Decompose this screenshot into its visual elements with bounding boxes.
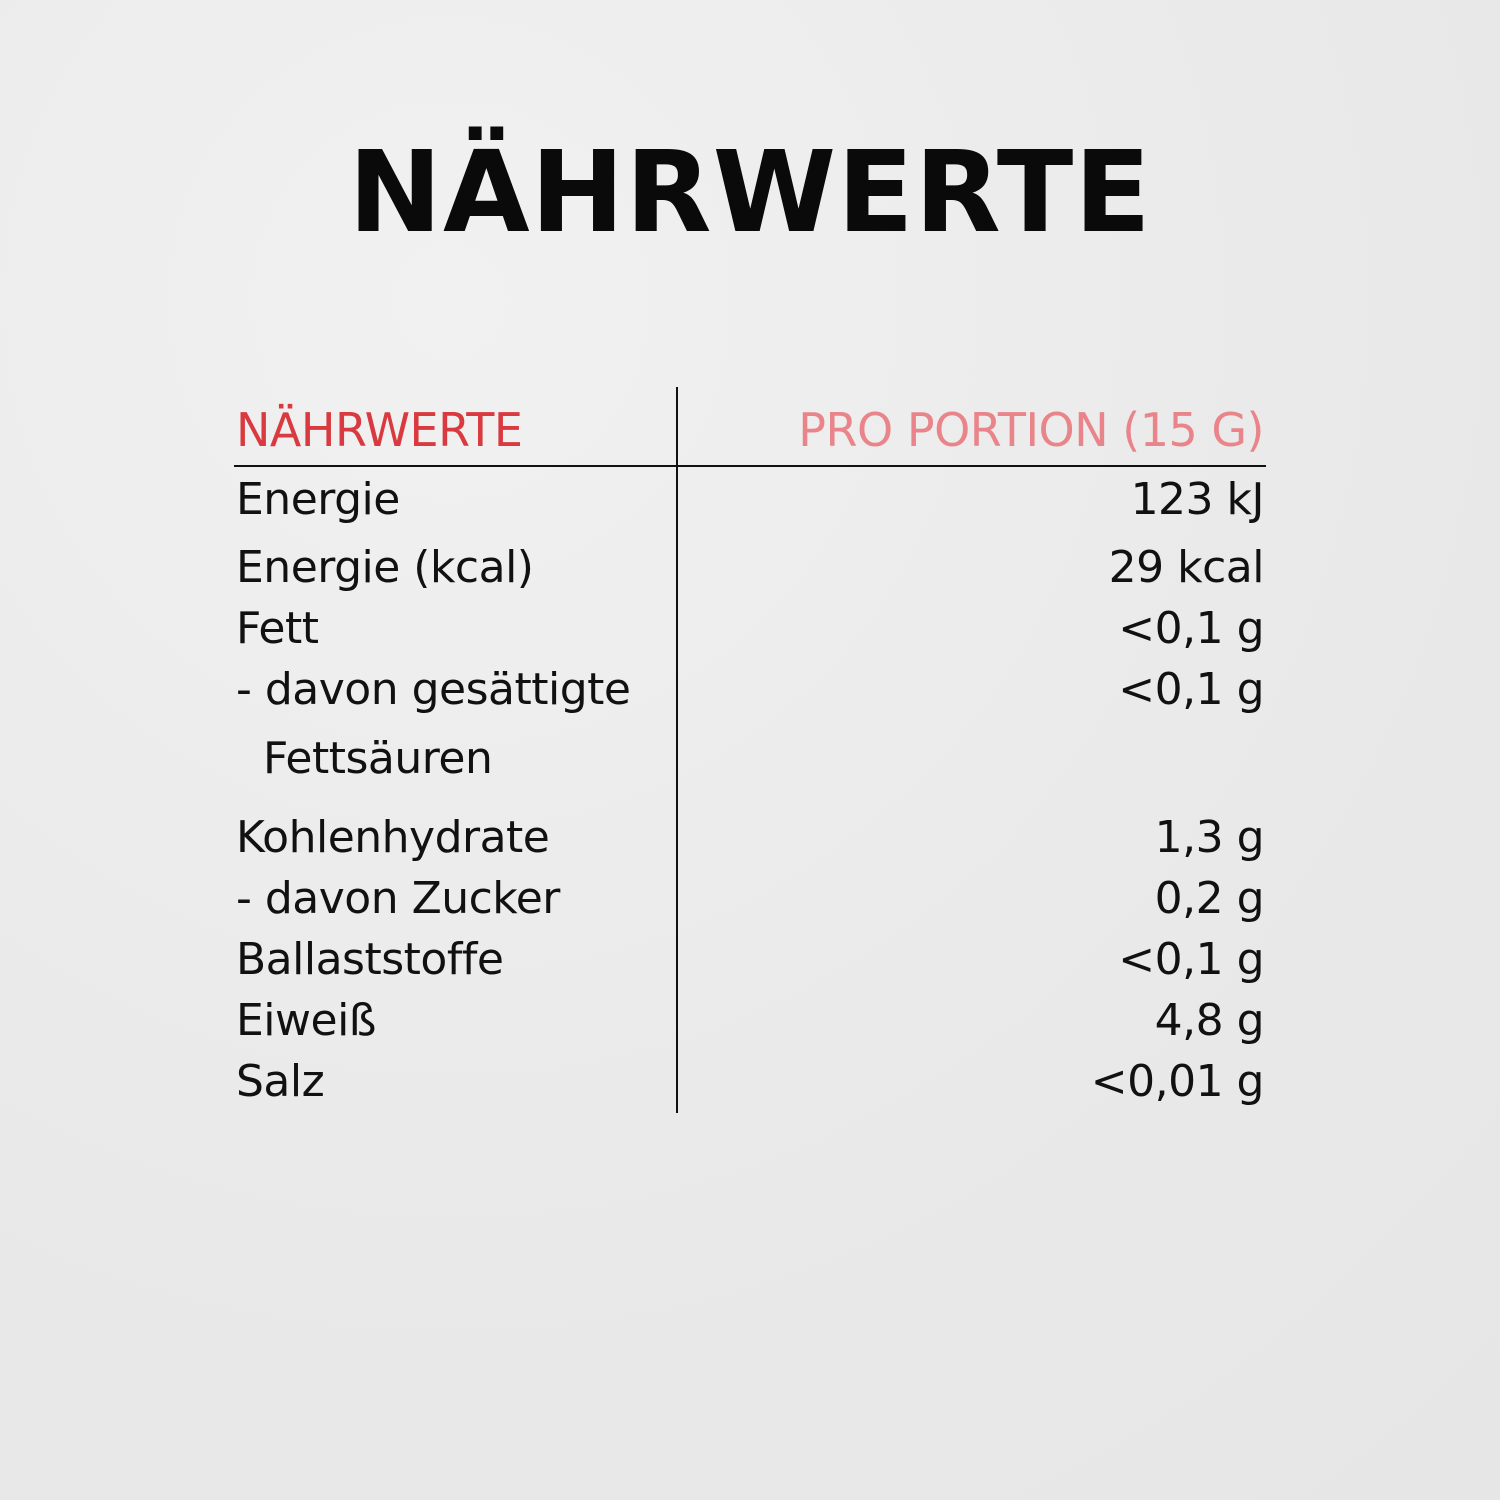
row-value: <0,1 g xyxy=(1118,664,1264,715)
header-value: PRO PORTION (15 G) xyxy=(798,403,1264,457)
row-value: 123 kJ xyxy=(1130,474,1265,525)
row-label: - davon gesättigte xyxy=(236,664,631,715)
row-label: Energie (kcal) xyxy=(236,542,534,593)
row-label: Fettsäuren xyxy=(263,733,493,784)
row-value: 29 kcal xyxy=(1108,542,1265,593)
row-value: <0,1 g xyxy=(1118,603,1264,654)
header-divider xyxy=(234,465,1266,467)
row-value: 0,2 g xyxy=(1154,873,1265,924)
row-value: <0,1 g xyxy=(1118,934,1264,985)
row-label: Salz xyxy=(236,1056,325,1107)
header-label: NÄHRWERTE xyxy=(236,403,523,457)
column-divider xyxy=(676,387,678,1113)
row-label: - davon Zucker xyxy=(236,873,560,924)
row-label: Energie xyxy=(236,474,400,525)
row-label: Fett xyxy=(236,603,319,654)
row-value: 1,3 g xyxy=(1154,812,1265,863)
page-title: NÄHRWERTE xyxy=(348,128,1152,258)
row-label: Kohlenhydrate xyxy=(236,812,550,863)
row-label: Ballaststoffe xyxy=(236,934,504,985)
row-value: <0,01 g xyxy=(1090,1056,1265,1107)
row-label: Eiweiß xyxy=(236,995,377,1046)
row-value: 4,8 g xyxy=(1154,995,1265,1046)
